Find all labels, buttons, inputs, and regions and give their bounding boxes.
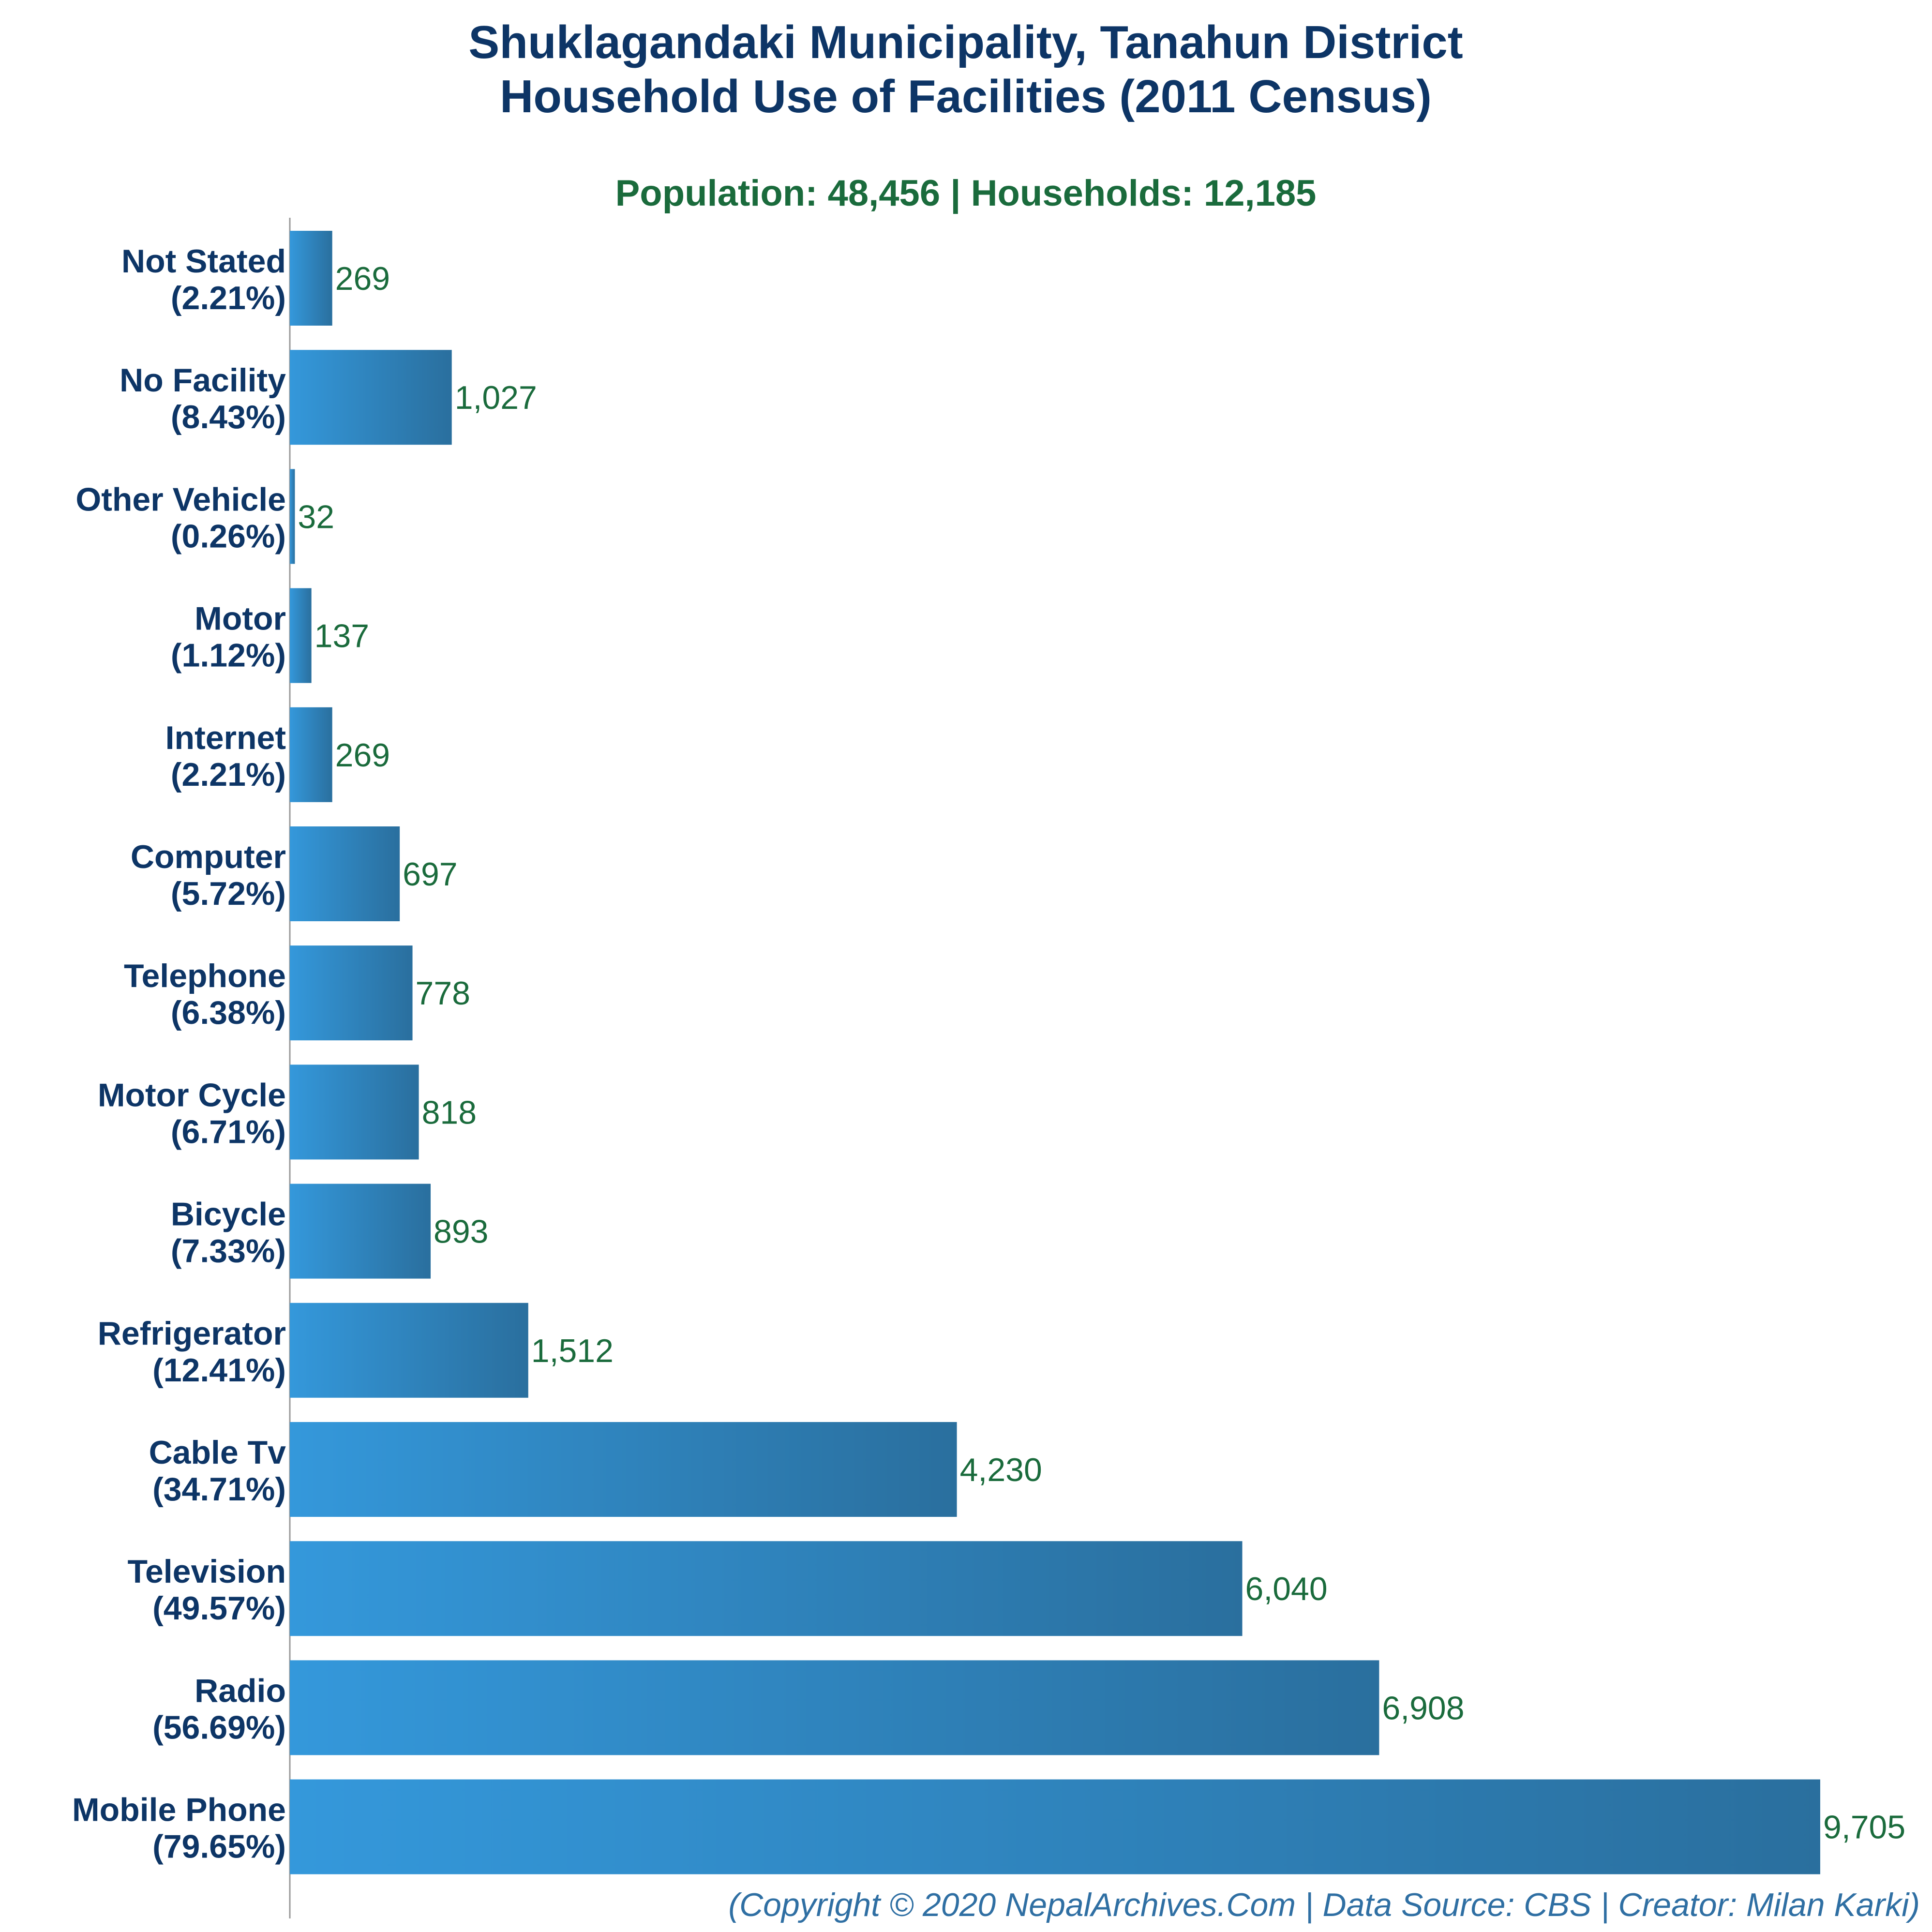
bar-television (290, 1541, 1243, 1636)
value-label: 269 (335, 737, 390, 774)
percent-label: (2.21%) (171, 756, 286, 793)
category-label: Mobile Phone (72, 1792, 286, 1828)
category-label: Cable Tv (149, 1434, 286, 1471)
percent-label: (6.38%) (171, 994, 286, 1031)
chart-title-line-1: Shuklagandaki Municipality, Tanahun Dist… (468, 16, 1463, 68)
bar-not-stated (290, 231, 332, 326)
percent-label: (2.21%) (171, 280, 286, 316)
category-label: Internet (165, 719, 286, 756)
value-label: 1,027 (455, 379, 537, 416)
value-label: 697 (403, 856, 457, 893)
percent-label: (6.71%) (171, 1113, 286, 1150)
footer-credits: (Copyright © 2020 NepalArchives.Com | Da… (728, 1887, 1920, 1923)
category-label: Motor (195, 600, 286, 637)
value-label: 1,512 (531, 1333, 614, 1369)
category-label: Bicycle (171, 1196, 286, 1233)
bar-computer (290, 826, 400, 921)
bar-no-facility (290, 350, 452, 445)
value-label: 6,908 (1382, 1690, 1464, 1726)
bar-other-vehicle (290, 469, 295, 564)
bar-internet (290, 707, 332, 802)
value-label: 6,040 (1245, 1571, 1328, 1607)
value-label: 818 (422, 1094, 477, 1131)
value-label: 893 (434, 1213, 488, 1250)
bar-telephone (290, 945, 413, 1041)
percent-label: (12.41%) (152, 1352, 286, 1389)
value-label: 32 (298, 498, 334, 535)
value-label: 4,230 (960, 1452, 1042, 1488)
value-label: 778 (416, 975, 470, 1012)
percent-label: (0.26%) (171, 518, 286, 554)
value-label: 9,705 (1823, 1809, 1905, 1846)
category-label: Motor Cycle (98, 1077, 286, 1113)
percent-label: (8.43%) (171, 399, 286, 435)
percent-label: (79.65%) (152, 1828, 286, 1865)
category-label: Television (127, 1553, 286, 1590)
percent-label: (1.12%) (171, 637, 286, 674)
percent-label: (49.57%) (152, 1590, 286, 1627)
bar-refrigerator (290, 1303, 528, 1398)
bar-motor-cycle (290, 1064, 419, 1160)
category-label: Computer (131, 839, 286, 875)
category-label: Telephone (124, 958, 286, 994)
category-label: Other Vehicle (75, 481, 286, 518)
bar-bicycle (290, 1183, 431, 1279)
bar-cable-tv (290, 1422, 957, 1517)
bar-radio (290, 1660, 1379, 1755)
chart-subtitle: Population: 48,456 | Households: 12,185 (615, 173, 1317, 214)
category-label: Refrigerator (98, 1315, 286, 1352)
category-label: No Facility (120, 362, 286, 399)
value-label: 269 (335, 260, 390, 297)
bar-motor (290, 588, 312, 683)
value-label: 137 (315, 618, 369, 655)
category-label: Not Stated (121, 243, 286, 280)
percent-label: (56.69%) (152, 1709, 286, 1746)
percent-label: (5.72%) (171, 875, 286, 912)
chart-title-line-2: Household Use of Facilities (2011 Census… (500, 71, 1432, 122)
percent-label: (34.71%) (152, 1471, 286, 1508)
percent-label: (7.33%) (171, 1233, 286, 1270)
bar-mobile-phone (290, 1779, 1820, 1874)
category-label: Radio (195, 1672, 286, 1709)
